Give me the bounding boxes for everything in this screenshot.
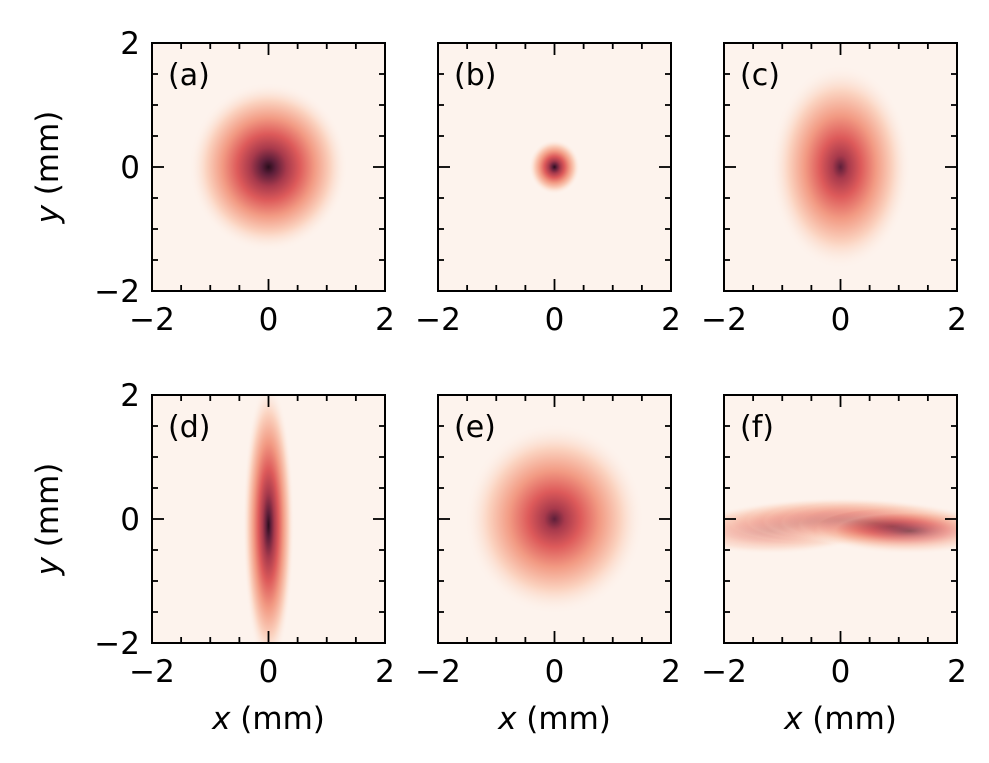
x-tick-label: 2 — [375, 302, 395, 338]
x-tick-label: 0 — [545, 654, 565, 690]
y-axis-label-bottom: y (mm) — [30, 463, 66, 577]
x-tick-label: 0 — [831, 654, 851, 690]
y-axis-label-top: y (mm) — [30, 111, 66, 225]
x-axis-var: x — [783, 701, 803, 737]
y-tick-label: −2 — [94, 274, 140, 310]
x-tick-label: −2 — [701, 302, 747, 338]
y-tick-label: 0 — [120, 502, 140, 538]
panel-e: (e) — [437, 394, 672, 644]
x-tick-label: −2 — [415, 302, 461, 338]
panel-a-label: (a) — [168, 58, 210, 93]
x-axis-var: x — [497, 701, 517, 737]
x-axis-label-middle: x (mm) — [497, 701, 611, 737]
x-axis-label-right: x (mm) — [783, 701, 897, 737]
panel-b: (b) — [437, 42, 672, 292]
x-tick-label: 2 — [947, 302, 967, 338]
panel-d: (d) — [151, 394, 386, 644]
x-axis-var: x — [211, 701, 231, 737]
x-tick-label: 0 — [831, 302, 851, 338]
beam-spot — [464, 423, 645, 615]
x-tick-label: −2 — [415, 654, 461, 690]
x-tick-label: −2 — [129, 654, 175, 690]
y-tick-label: 0 — [120, 150, 140, 186]
x-tick-label: 2 — [375, 654, 395, 690]
y-axis-var: y — [30, 556, 66, 576]
beam-spot — [770, 64, 911, 270]
x-tick-label: 2 — [947, 654, 967, 690]
x-tick-label: 2 — [661, 302, 681, 338]
x-tick-label: 0 — [259, 654, 279, 690]
y-tick-label: 2 — [120, 378, 140, 414]
x-tick-label: 0 — [545, 302, 565, 338]
beam-spot — [242, 395, 295, 643]
panel-d-label: (d) — [168, 410, 210, 445]
x-tick-label: 2 — [661, 654, 681, 690]
panel-f: (f) — [723, 394, 958, 644]
x-tick-label: −2 — [129, 302, 175, 338]
y-tick-label: −2 — [94, 626, 140, 662]
x-axis-unit: (mm) — [230, 701, 324, 737]
panel-a: (a) — [151, 42, 386, 292]
y-axis-unit: (mm) — [30, 111, 66, 205]
beam-spot-segment — [814, 507, 957, 555]
beam-spot — [528, 139, 581, 195]
panel-f-label: (f) — [740, 410, 774, 445]
y-axis-var: y — [30, 204, 66, 224]
x-tick-label: −2 — [701, 654, 747, 690]
panel-e-label: (e) — [454, 410, 496, 445]
y-axis-unit: (mm) — [30, 463, 66, 557]
panel-b-label: (b) — [454, 58, 496, 93]
x-axis-unit: (mm) — [516, 701, 610, 737]
panel-c: (c) — [723, 42, 958, 292]
x-tick-label: 0 — [259, 302, 279, 338]
x-axis-label-left: x (mm) — [211, 701, 325, 737]
panel-c-label: (c) — [740, 58, 780, 93]
y-tick-label: 2 — [120, 26, 140, 62]
x-axis-unit: (mm) — [802, 701, 896, 737]
beam-spot — [189, 82, 348, 252]
